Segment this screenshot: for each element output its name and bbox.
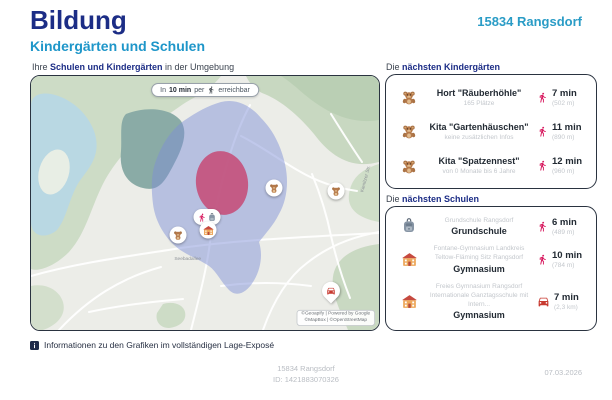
- car-icon: [327, 287, 335, 295]
- map-marker-car-pin: [318, 278, 344, 304]
- travel-time: 7 min: [554, 292, 579, 304]
- kindergarten-info: von 0 Monate bis 6 Jahre: [442, 168, 516, 176]
- school-section-label: Die nächsten Schulen: [386, 194, 479, 204]
- teddy-bear-icon: [332, 187, 340, 197]
- school-icon: [397, 293, 421, 310]
- street-label: Seebadallee: [174, 256, 202, 262]
- badge-time: 10 min: [169, 86, 192, 94]
- travel-distance: (960 m): [552, 168, 575, 176]
- page-subtitle: Kindergärten und Schulen: [30, 38, 206, 54]
- backpack-icon: [397, 218, 421, 234]
- badge-middle: per: [194, 86, 205, 94]
- badge-suffix: erreichbar: [218, 86, 250, 94]
- map-marker-kindergarten: [327, 182, 345, 200]
- neighborhood-map: In 10 min per erreichbar Seebadallee Kie…: [30, 75, 380, 331]
- kita-label-prefix: Die: [386, 62, 403, 72]
- attribution-line-2: ©MapBox | ©OpenStreetMap: [304, 318, 368, 323]
- map-marker-kindergarten: [169, 226, 187, 244]
- reachability-badge: In 10 min per erreichbar: [151, 83, 259, 97]
- map-marker-school: [199, 221, 217, 239]
- travel-time: 12 min: [552, 156, 583, 168]
- backpack-icon: [209, 212, 215, 221]
- school-type: Grundschule: [451, 226, 507, 237]
- school-name-line1: Freies Gymnasium Rangsdorf: [435, 283, 523, 291]
- pedestrian-icon: [199, 213, 205, 222]
- travel-time: 6 min: [552, 216, 577, 228]
- school-row: Fontane-Gymnasium Landkreis Teltow-Flämi…: [397, 245, 585, 274]
- travel-distance: (489 m): [552, 228, 575, 236]
- pedestrian-icon: [537, 254, 548, 265]
- map-label-prefix: Ihre: [32, 62, 51, 72]
- badge-prefix: In: [160, 86, 167, 94]
- schule-label-prefix: Die: [386, 194, 403, 204]
- travel-distance: (784 m): [552, 262, 575, 270]
- teddy-bear-icon: [397, 158, 421, 174]
- pedestrian-icon: [537, 92, 548, 103]
- school-icon: [202, 225, 214, 235]
- kindergarten-row: Hort "Räuberhöhle" 165 Plätze 7 min (502…: [397, 88, 585, 107]
- map-label-suffix: in der Umgebung: [162, 62, 235, 72]
- footer-location: 15834 Rangsdorf: [277, 364, 335, 373]
- kindergarten-info: keine zusätzlichen Infos: [444, 133, 514, 141]
- schule-label-bold: nächsten Schulen: [402, 194, 480, 204]
- school-type: Gymnasium: [453, 310, 505, 321]
- travel-time: 11 min: [552, 121, 582, 133]
- kindergarten-name: Kita "Spatzennest": [438, 156, 520, 167]
- kindergarten-card: Hort "Räuberhöhle" 165 Plätze 7 min (502…: [385, 74, 597, 189]
- pedestrian-icon: [537, 126, 548, 137]
- school-icon: [397, 251, 421, 268]
- car-icon: [537, 295, 550, 308]
- map-section-label: Ihre Schulen und Kindergärten in der Umg…: [32, 62, 234, 72]
- info-icon: [30, 340, 39, 350]
- kindergarten-section-label: Die nächsten Kindergärten: [386, 62, 500, 72]
- school-name-line1: Fontane-Gymnasium Landkreis: [433, 245, 525, 253]
- teddy-bear-icon: [174, 231, 182, 241]
- attribution-line-1: ©Geoapify | Powered by Google: [301, 311, 371, 317]
- map-marker-cluster: [193, 209, 221, 225]
- location-header: 15834 Rangsdorf: [477, 14, 582, 29]
- pedestrian-icon: [537, 221, 548, 232]
- school-type: Gymnasium: [453, 263, 505, 274]
- travel-time: 10 min: [552, 250, 583, 262]
- kindergarten-name: Hort "Räuberhöhle": [436, 87, 522, 98]
- travel-distance: (890 m): [552, 133, 575, 141]
- map-marker-kindergarten: [265, 179, 283, 197]
- teddy-bear-icon: [397, 89, 421, 105]
- school-row: Grundschule Rangsdorf Grundschule 6 min …: [397, 216, 585, 237]
- kindergarten-name: Kita "Gartenhäuschen": [429, 121, 529, 132]
- teddy-bear-icon: [397, 123, 421, 139]
- pedestrian-icon: [537, 160, 548, 171]
- pedestrian-icon: [207, 86, 215, 94]
- school-name-line1: Grundschule Rangsdorf: [444, 216, 514, 224]
- page-title: Bildung: [30, 5, 127, 35]
- footnote-text: Informationen zu den Grafiken im vollstä…: [44, 340, 275, 350]
- school-row: Freies Gymnasium Rangsdorf International…: [397, 283, 585, 320]
- travel-distance: (2,3 km): [554, 304, 578, 312]
- footer-center: 15834 Rangsdorf ID: 1421883070326: [0, 364, 612, 385]
- map-attribution: ©Geoapify | Powered by Google ©MapBox | …: [296, 310, 375, 326]
- kita-label-bold: nächsten Kindergärten: [402, 62, 501, 72]
- footnote: Informationen zu den Grafiken im vollstä…: [30, 340, 274, 350]
- map-graphic: [31, 76, 379, 330]
- travel-distance: (502 m): [552, 99, 575, 107]
- school-name-line2: Teltow-Fläming Sitz Rangsdorf: [434, 254, 524, 262]
- kindergarten-row: Kita "Spatzennest" von 0 Monate bis 6 Ja…: [397, 156, 585, 175]
- travel-time: 7 min: [552, 87, 577, 99]
- footer-id: ID: 1421883070326: [273, 374, 339, 384]
- kindergarten-row: Kita "Gartenhäuschen" keine zusätzlichen…: [397, 122, 585, 141]
- school-name-line2: Internationale Ganztagsschule mit Intern…: [429, 291, 529, 308]
- kindergarten-info: 165 Plätze: [463, 99, 495, 107]
- school-card: Grundschule Rangsdorf Grundschule 6 min …: [385, 206, 597, 331]
- teddy-bear-icon: [270, 184, 278, 194]
- footer-date: 07.03.2026: [544, 368, 582, 377]
- map-label-bold: Schulen und Kindergärten: [50, 62, 163, 72]
